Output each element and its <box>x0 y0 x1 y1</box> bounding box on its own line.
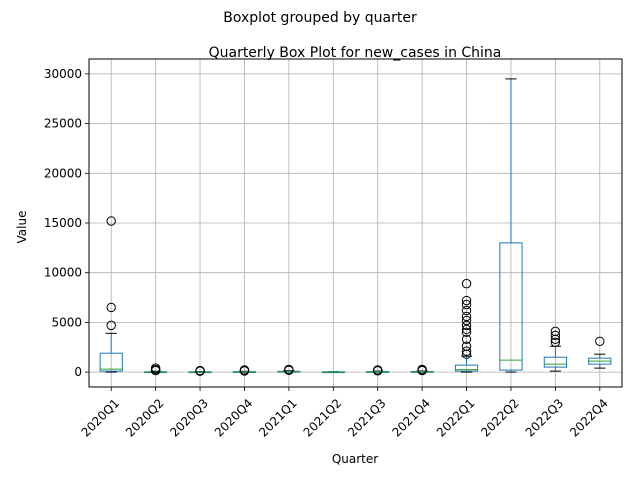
x-tick-label: 2021Q2 <box>301 396 345 440</box>
box-2021q1 <box>277 364 301 376</box>
x-axis-label: Quarter <box>332 452 378 466</box>
box-2020q2 <box>144 363 168 376</box>
outlier-point <box>550 326 561 337</box>
x-tick-label: 2020Q2 <box>123 396 167 440</box>
box-2022q3 <box>543 326 567 372</box>
outlier-point <box>461 327 472 338</box>
x-tick-label: 2020Q4 <box>212 396 256 440</box>
box-2020q3 <box>188 365 212 376</box>
box-2021q4 <box>410 364 434 376</box>
box-body <box>543 356 567 368</box>
chart-title: Quarterly Box Plot for new_cases in Chin… <box>209 45 502 61</box>
box-2022q4 <box>588 336 612 369</box>
outlier-point <box>461 334 472 344</box>
x-tick-label: 2022Q2 <box>478 396 522 440</box>
box-2020q1 <box>99 216 123 373</box>
outlier-point <box>595 336 605 346</box>
chart-suptitle: Boxplot grouped by quarter <box>223 10 417 26</box>
outlier-point <box>461 315 472 326</box>
outlier-point <box>239 365 250 375</box>
y-tick-label: 20000 <box>44 166 82 180</box>
x-tick-label: 2020Q1 <box>79 396 123 440</box>
box-2021q2 <box>321 371 345 374</box>
x-tick-label: 2022Q3 <box>523 396 567 440</box>
outlier-point <box>461 324 472 335</box>
outlier-point <box>150 363 161 373</box>
box-body <box>99 352 123 372</box>
outlier-point <box>373 365 383 375</box>
y-tick-label: 0 <box>74 365 82 379</box>
box-group <box>99 78 612 376</box>
outlier-point <box>461 305 472 316</box>
outlier-point <box>461 346 472 356</box>
outlier-point <box>284 364 294 375</box>
outlier-point <box>550 337 561 347</box>
y-axis-label: Value <box>15 211 29 244</box>
outlier-point <box>461 295 472 306</box>
y-tick-label: 5000 <box>51 315 82 329</box>
outlier-point <box>106 302 116 313</box>
outlier-point <box>106 216 116 226</box>
x-tick-label: 2021Q4 <box>389 396 433 440</box>
outlier-point <box>417 364 427 375</box>
outlier-point <box>550 330 561 341</box>
x-tick-label: 2020Q3 <box>167 396 211 440</box>
outlier-point <box>461 299 472 310</box>
box-2022q1 <box>454 278 479 373</box>
y-tick-label: 30000 <box>44 67 82 81</box>
outlier-point <box>195 365 205 376</box>
x-tick-label: 2022Q1 <box>434 396 478 440</box>
x-tick-label: 2022Q4 <box>567 396 611 440</box>
y-tick-label: 10000 <box>44 266 82 280</box>
box-2021q3 <box>366 365 390 376</box>
x-tick-label: 2021Q3 <box>345 396 389 440</box>
box-2022q2 <box>499 78 523 373</box>
x-tick-label: 2021Q1 <box>256 396 300 440</box>
box-2020q4 <box>232 365 257 376</box>
outlier-point <box>461 320 472 331</box>
y-tick-label: 25000 <box>44 117 82 131</box>
x-axis: 2020Q1 2020Q2 2020Q3 2020Q4 2021Q1 2021Q2 2021… <box>79 387 611 440</box>
outlier-point <box>461 311 472 322</box>
y-axis: 0 5000 10000 15000 20000 25000 30000 <box>44 67 89 379</box>
box-body <box>499 242 523 371</box>
outlier-point <box>461 278 472 289</box>
y-tick-label: 15000 <box>44 216 82 230</box>
outlier-point <box>106 320 116 331</box>
grid-lines <box>89 59 622 387</box>
box-body <box>454 364 479 372</box>
outlier-point <box>461 341 472 351</box>
